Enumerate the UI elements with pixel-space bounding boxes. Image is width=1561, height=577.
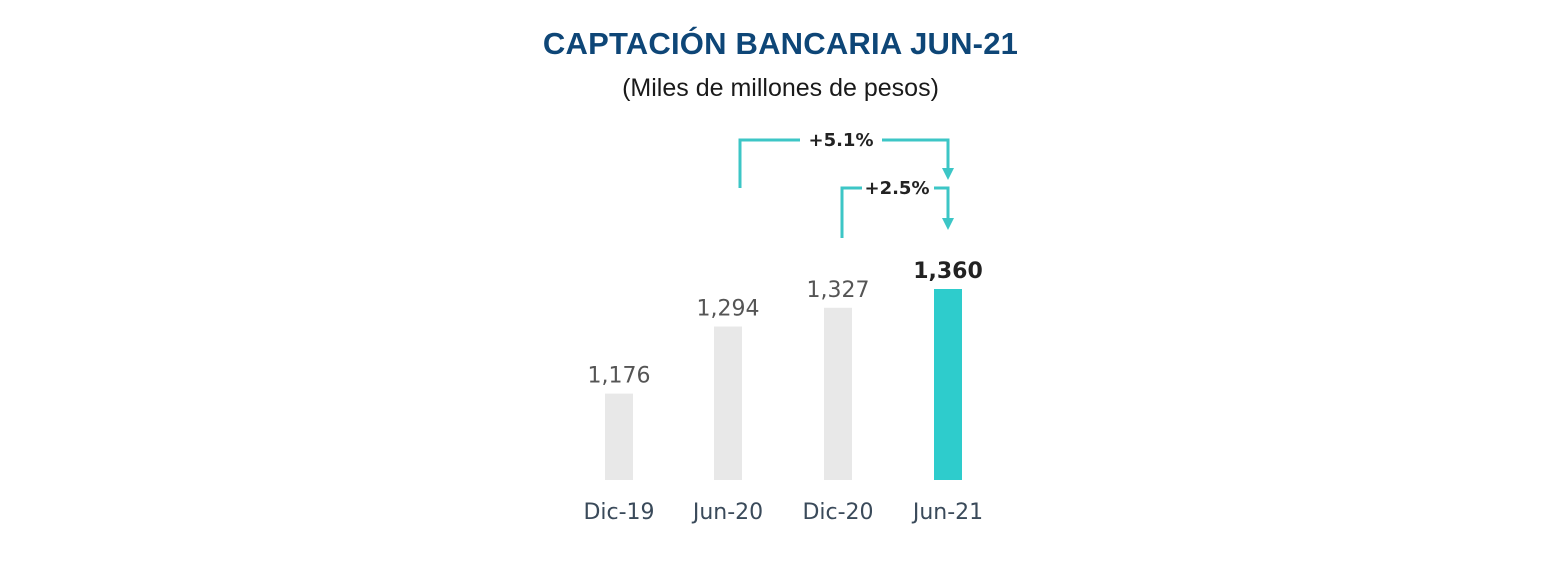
chart-title: CAPTACIÓN BANCARIA JUN-21 [542, 26, 1019, 61]
growth-label-51: +5.1% [808, 130, 873, 151]
bar-jun-21 [934, 289, 962, 480]
bar-dic-19 [605, 393, 633, 480]
value-label-jun-21: 1,360 [913, 259, 983, 284]
growth-label-25: +2.5% [864, 178, 929, 199]
value-label-dic-19: 1,176 [588, 364, 651, 389]
growth-bracket-right-25 [934, 186, 950, 220]
growth-bracket-left-51 [738, 138, 800, 188]
bar-dic-20 [824, 307, 852, 480]
category-label-dic-19: Dic-19 [583, 500, 654, 525]
category-label-dic-20: Dic-20 [802, 500, 873, 525]
category-label-jun-21: Jun-21 [911, 500, 983, 525]
chart-subtitle: (Miles de millones de pesos) [622, 74, 939, 102]
value-label-jun-20: 1,294 [697, 297, 760, 322]
bar-jun-20 [714, 326, 742, 480]
value-label-dic-20: 1,327 [807, 278, 870, 303]
category-label-jun-20: Jun-20 [691, 500, 763, 525]
growth-arrow-head-51 [942, 168, 954, 180]
growth-arrow-head-25 [942, 218, 954, 230]
growth-bracket-left-25 [840, 186, 862, 238]
growth-bracket-right-51 [882, 138, 950, 170]
